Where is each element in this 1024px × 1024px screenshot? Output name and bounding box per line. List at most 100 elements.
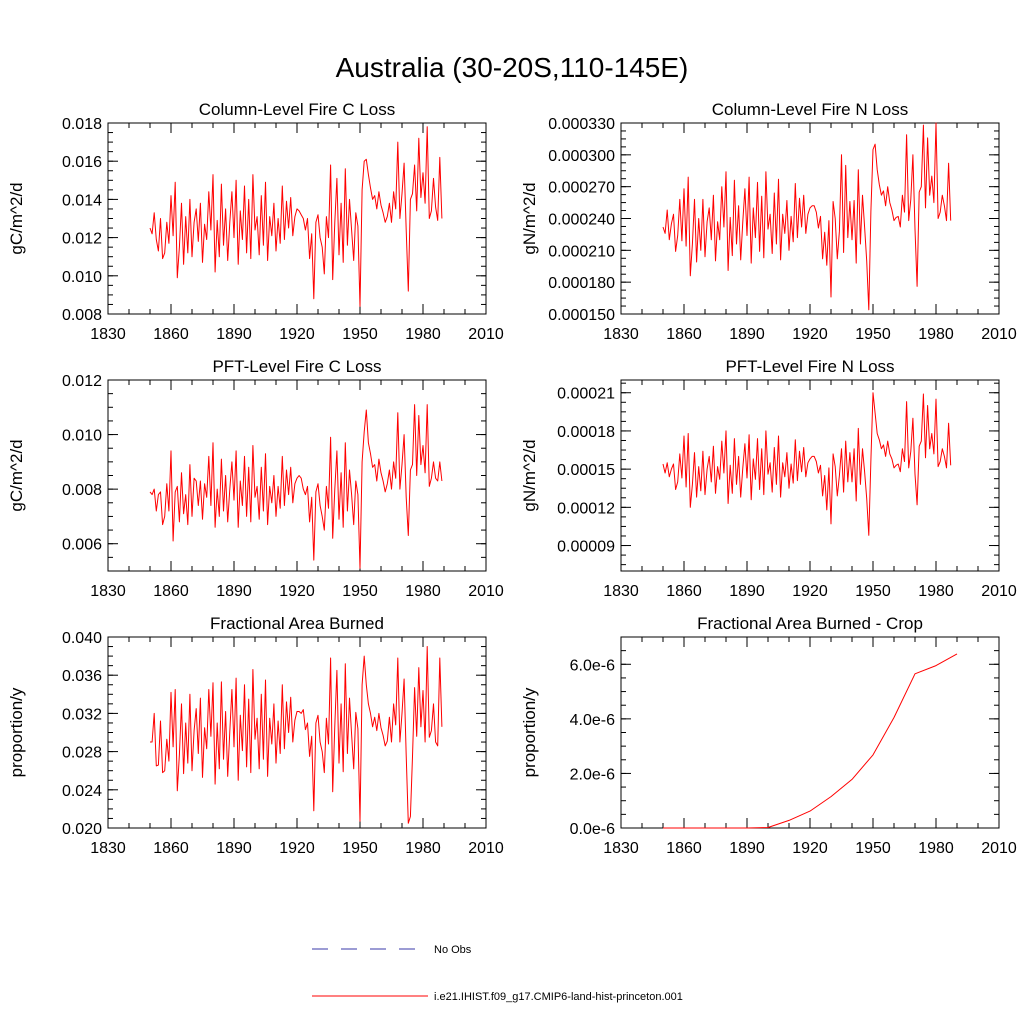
x-tick-label: 1950	[342, 583, 378, 600]
x-tick-label: 1860	[666, 840, 702, 857]
panel-5: Fractional Area Burned proportion/y 1830 18…	[7, 614, 504, 857]
y-tick-label: 4.0e-6	[570, 712, 615, 729]
x-tick-label: 1980	[405, 583, 441, 600]
legend-label-obs: No Obs	[434, 944, 472, 956]
y-tick-label: 0.0e-6	[570, 821, 615, 838]
y-tick-label: 0.006	[62, 537, 102, 554]
x-tick-label: 2010	[981, 583, 1017, 600]
y-tick-label: 0.008	[62, 307, 102, 324]
x-tick-label: 1860	[666, 583, 702, 600]
x-tick-label: 1980	[405, 840, 441, 857]
y-tick-label: 0.000210	[548, 243, 615, 260]
y-tick-label: 0.00015	[557, 462, 615, 479]
x-tick-label: 1890	[216, 326, 252, 343]
x-tick-label: 1950	[342, 840, 378, 857]
x-tick-label: 1950	[855, 840, 891, 857]
panel-title: Column-Level Fire N Loss	[712, 100, 909, 119]
x-tick-label: 1890	[729, 326, 765, 343]
series-line	[149, 126, 443, 307]
x-tick-label: 1950	[855, 583, 891, 600]
x-tick-label: 1830	[90, 583, 126, 600]
legend-label-model: i.e21.IHIST.f09_g17.CMIP6-land-hist-prin…	[434, 991, 683, 1003]
y-axis-label: proportion/y	[7, 687, 26, 777]
x-tick-label: 1920	[279, 840, 315, 857]
x-tick-label: 1920	[792, 326, 828, 343]
y-tick-label: 0.000180	[548, 275, 615, 292]
y-tick-label: 0.000300	[548, 148, 615, 165]
y-axis-label: gN/m^2/d	[520, 439, 539, 511]
x-tick-label: 1830	[90, 326, 126, 343]
series-line	[662, 392, 952, 536]
panels: Column-Level Fire C Loss gC/m^2/d 1830 1860…	[7, 100, 1017, 857]
y-tick-label: 0.00018	[557, 424, 615, 441]
y-axis-label: proportion/y	[520, 687, 539, 777]
y-tick-label: 0.028	[62, 745, 102, 762]
y-tick-label: 6.0e-6	[570, 657, 615, 674]
x-tick-label: 1860	[153, 583, 189, 600]
y-tick-label: 0.000270	[548, 180, 615, 197]
y-tick-label: 0.00009	[557, 539, 615, 556]
y-tick-label: 0.032	[62, 706, 102, 723]
panel-3: PFT-Level Fire C Loss gC/m^2/d 1830 1860 189…	[7, 357, 504, 600]
x-tick-label: 1980	[918, 583, 954, 600]
y-axis-label: gC/m^2/d	[7, 439, 26, 511]
y-tick-label: 0.00012	[557, 500, 615, 517]
x-tick-label: 1890	[216, 840, 252, 857]
plot-frame	[620, 636, 1000, 829]
panel-6: Fractional Area Burned - Crop proportion/…	[520, 614, 1017, 857]
y-tick-label: 0.020	[62, 821, 102, 838]
x-tick-label: 1920	[279, 326, 315, 343]
x-tick-label: 1980	[918, 326, 954, 343]
y-tick-label: 0.000240	[548, 212, 615, 229]
figure-title: Australia (30-20S,110-145E)	[336, 52, 689, 83]
x-tick-label: 1920	[792, 840, 828, 857]
legend: No Obs i.e21.IHIST.f09_g17.CMIP6-land-hi…	[312, 944, 683, 1003]
plot-frame	[620, 122, 1000, 315]
x-tick-label: 1950	[342, 326, 378, 343]
x-tick-label: 1980	[405, 326, 441, 343]
y-tick-label: 0.010	[62, 269, 102, 286]
panel-title: Column-Level Fire C Loss	[199, 100, 396, 119]
y-tick-label: 0.008	[62, 482, 102, 499]
x-tick-label: 1860	[153, 840, 189, 857]
y-tick-label: 2.0e-6	[570, 766, 615, 783]
series-line	[663, 653, 958, 829]
x-tick-label: 1980	[918, 840, 954, 857]
x-tick-label: 1860	[153, 326, 189, 343]
y-tick-label: 0.00021	[557, 386, 615, 403]
panel-title: PFT-Level Fire N Loss	[725, 357, 894, 376]
y-tick-label: 0.010	[62, 428, 102, 445]
panel-4: PFT-Level Fire N Loss gN/m^2/d 1830 1860 189…	[520, 357, 1017, 600]
y-axis-label: gN/m^2/d	[520, 182, 539, 254]
series-line	[150, 646, 443, 824]
y-tick-label: 0.036	[62, 668, 102, 685]
y-tick-label: 0.000150	[548, 307, 615, 324]
x-tick-label: 2010	[981, 840, 1017, 857]
y-tick-label: 0.040	[62, 630, 102, 647]
y-axis-label: gC/m^2/d	[7, 182, 26, 254]
y-tick-label: 0.012	[62, 231, 102, 248]
x-tick-label: 1890	[216, 583, 252, 600]
y-tick-label: 0.024	[62, 783, 102, 800]
panel-title: PFT-Level Fire C Loss	[212, 357, 381, 376]
x-tick-label: 2010	[468, 840, 504, 857]
panel-title: Fractional Area Burned	[210, 614, 384, 633]
x-tick-label: 2010	[468, 326, 504, 343]
y-tick-label: 0.000330	[548, 116, 615, 133]
x-tick-label: 1830	[603, 326, 639, 343]
y-tick-label: 0.018	[62, 116, 102, 133]
panel-1: Column-Level Fire C Loss gC/m^2/d 1830 1860…	[7, 100, 504, 343]
x-tick-label: 1830	[90, 840, 126, 857]
x-tick-label: 1920	[279, 583, 315, 600]
series-line	[149, 404, 443, 569]
x-tick-label: 1860	[666, 326, 702, 343]
x-tick-label: 2010	[468, 583, 504, 600]
x-tick-label: 1920	[792, 583, 828, 600]
y-tick-label: 0.014	[62, 192, 102, 209]
y-tick-label: 0.016	[62, 154, 102, 171]
y-tick-label: 0.012	[62, 373, 102, 390]
x-tick-label: 2010	[981, 326, 1017, 343]
x-tick-label: 1830	[603, 583, 639, 600]
x-tick-label: 1950	[855, 326, 891, 343]
